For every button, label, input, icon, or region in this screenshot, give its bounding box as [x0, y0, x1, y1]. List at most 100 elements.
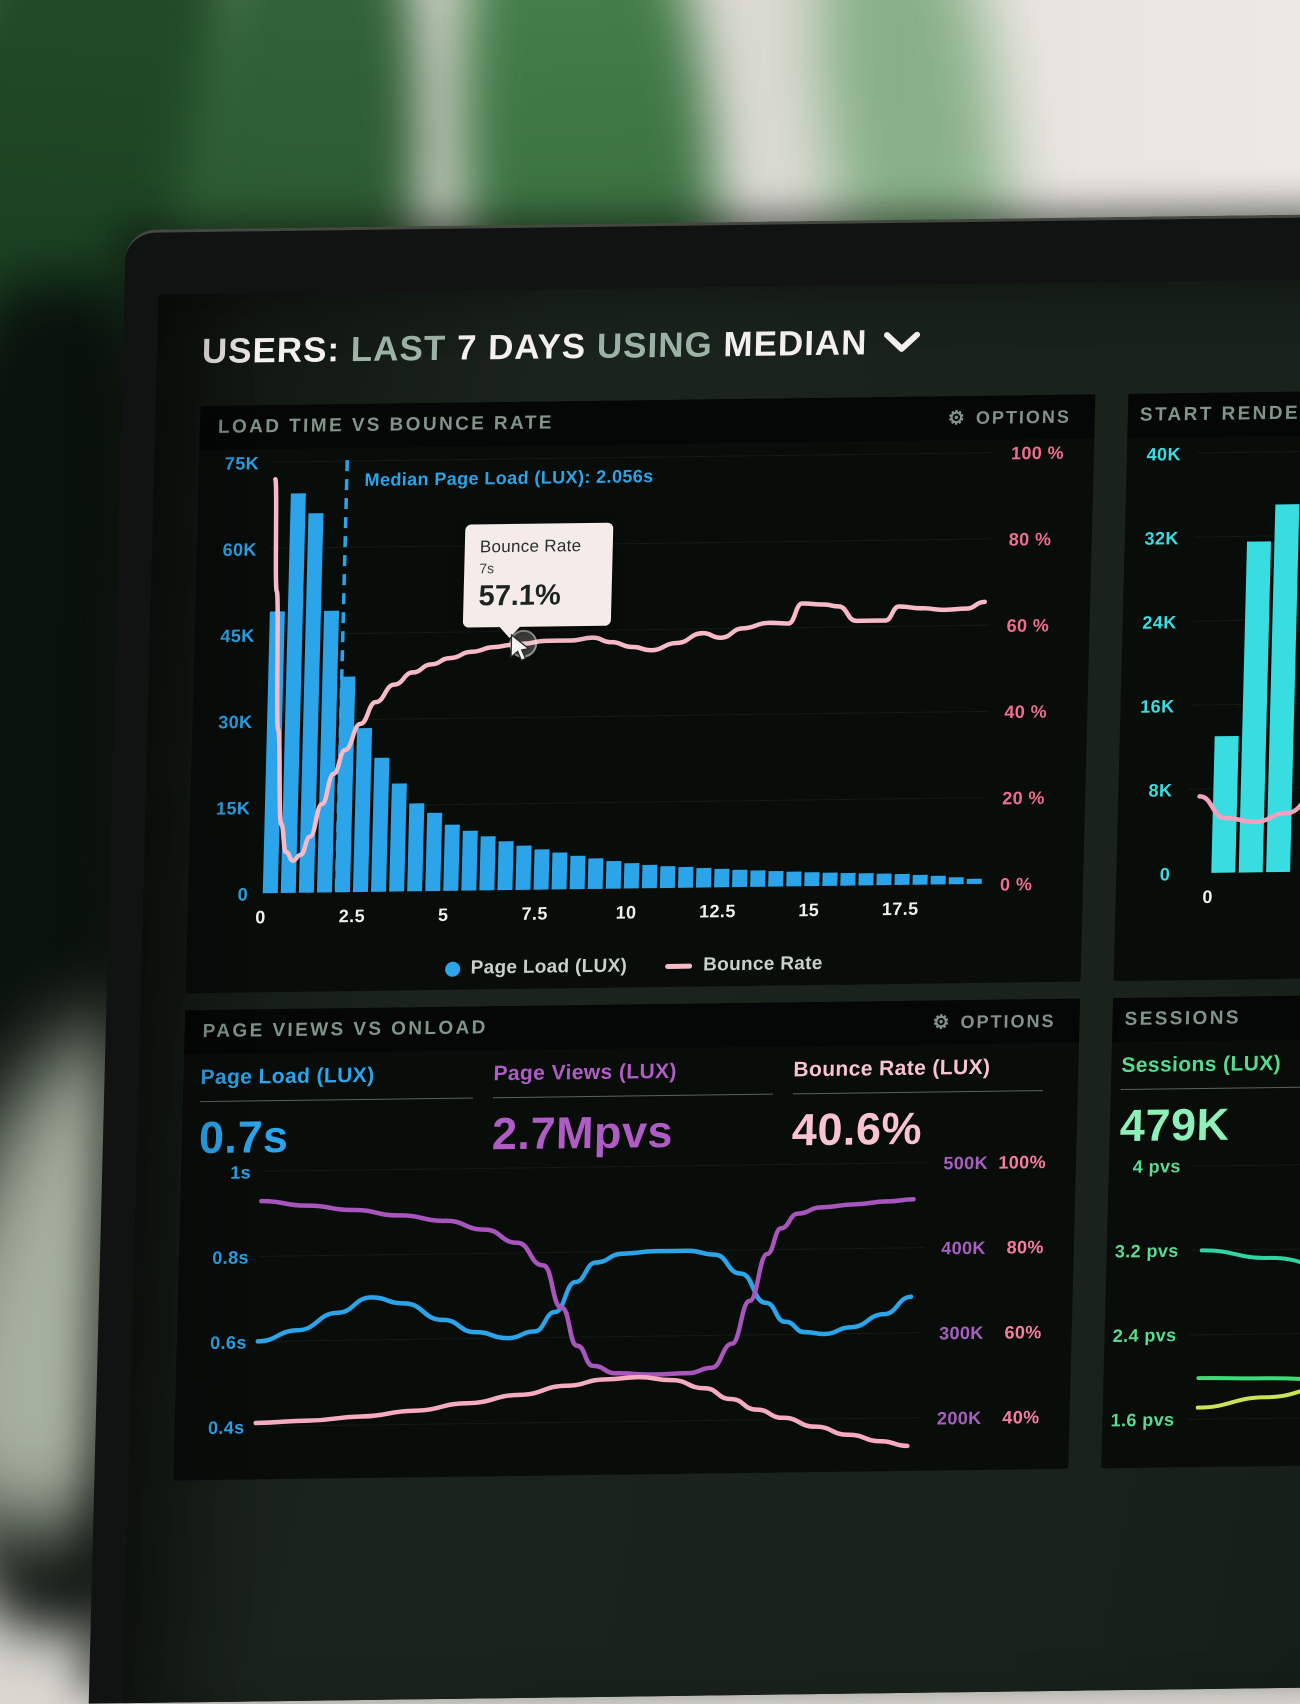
- median-page-load-label: Median Page Load (LUX): 2.056s: [364, 466, 654, 490]
- histogram-bar[interactable]: [714, 868, 730, 888]
- histogram-bar[interactable]: [316, 610, 340, 893]
- histogram-bar[interactable]: [768, 870, 784, 887]
- histogram-bar[interactable]: [551, 852, 568, 890]
- gridline: [1191, 1245, 1300, 1252]
- axis-tick-label: 80%: [1006, 1237, 1044, 1257]
- histogram-bar[interactable]: [298, 513, 324, 893]
- legend-swatch-dot: [444, 961, 460, 977]
- histogram-bar[interactable]: [515, 845, 532, 890]
- histogram-bar[interactable]: [677, 866, 694, 888]
- axis-tick-label: 40K: [1146, 444, 1181, 464]
- histogram-bar[interactable]: [840, 872, 856, 886]
- sessions-rising-line[interactable]: [1195, 1383, 1300, 1410]
- histogram-bar[interactable]: [605, 860, 622, 889]
- histogram-bar[interactable]: [948, 877, 964, 885]
- sessions-declining-line[interactable]: [1199, 1248, 1300, 1270]
- page-load-seconds-line[interactable]: [255, 1248, 914, 1344]
- axis-tick-label: 100 %: [1011, 443, 1065, 464]
- page-load-bars[interactable]: [262, 484, 992, 894]
- legend-item[interactable]: Page Load (LUX): [444, 955, 627, 979]
- load-time-chart-area[interactable]: 75K 100 % 60K 80 % 45K 60 % 30K 40 % 15K 20 % 0 0 %…: [187, 438, 1095, 950]
- histogram-bar[interactable]: [822, 872, 838, 886]
- axis-tick-label: 30K: [218, 712, 253, 732]
- gridline: [272, 452, 995, 463]
- chevron-down-icon[interactable]: [883, 331, 920, 354]
- legend-label: Page Load (LUX): [470, 955, 628, 979]
- start-render-bars[interactable]: [1211, 504, 1300, 873]
- gridline: [1194, 531, 1300, 538]
- histogram-bar[interactable]: [641, 864, 658, 889]
- histogram-bar[interactable]: [352, 728, 373, 893]
- panel-title: START RENDER: [1139, 402, 1300, 426]
- histogram-bar[interactable]: [750, 870, 766, 887]
- load-time-vs-bounce-rate-chart[interactable]: 75K 100 % 60K 80 % 45K 60 % 30K 40 % 15K 20 % 0 0 %…: [187, 438, 1095, 950]
- axis-tick-label: 0.4s: [208, 1418, 245, 1438]
- page-views-thousands-line[interactable]: [257, 1193, 916, 1380]
- histogram-bar[interactable]: [587, 858, 604, 890]
- histogram-bar[interactable]: [804, 872, 820, 887]
- legend-label: Bounce Rate: [702, 952, 823, 976]
- options-button[interactable]: ⚙ OPTIONS: [942, 405, 1078, 430]
- histogram-bar[interactable]: [876, 873, 892, 886]
- gridline: [269, 538, 992, 549]
- histogram-bar[interactable]: [966, 878, 982, 885]
- histogram-bar[interactable]: [912, 874, 928, 885]
- panel-header: START RENDER: [1127, 387, 1300, 438]
- bounce-rate-tooltip: Bounce Rate 7s 57.1%: [462, 522, 614, 639]
- histogram-bar[interactable]: [659, 866, 676, 889]
- histogram-bar[interactable]: [407, 803, 425, 892]
- histogram-bar[interactable]: [569, 855, 586, 890]
- axis-tick-label: 7.5: [521, 904, 548, 924]
- page-title-segment: LAST: [339, 328, 447, 370]
- axis-tick-label: 1s: [230, 1162, 251, 1182]
- page-views-vs-onload-chart[interactable]: 1s 500K 100% 0.8s 400K 80% 0.6s 300K 60% 0.4s 200K…: [173, 1151, 1076, 1481]
- histogram-bar[interactable]: [623, 863, 640, 889]
- histogram-bar[interactable]: [443, 824, 460, 891]
- histogram-bar[interactable]: [1238, 541, 1272, 873]
- gridline: [1187, 1413, 1300, 1420]
- options-button[interactable]: ⚙ OPTIONS: [926, 1009, 1062, 1034]
- histogram-bar[interactable]: [371, 757, 390, 892]
- histogram-bar[interactable]: [858, 873, 874, 886]
- axis-tick-label: 45K: [220, 626, 255, 646]
- legend-item[interactable]: Bounce Rate: [665, 953, 823, 977]
- axis-tick-label: 17.5: [882, 899, 919, 919]
- chart-legend: Page Load (LUX) Bounce Rate: [186, 950, 1081, 984]
- histogram-bar[interactable]: [1211, 735, 1239, 873]
- metric-divider: [792, 1090, 1043, 1095]
- bounce-rate-percent-line[interactable]: [253, 1374, 910, 1455]
- histogram-bar[interactable]: [894, 873, 910, 885]
- start-render-chart-area[interactable]: 40K 32K 24K 16K 8K 0 0: [1115, 431, 1300, 938]
- histogram-bar[interactable]: [695, 867, 712, 888]
- histogram-bar[interactable]: [786, 871, 802, 887]
- axis-tick-label: 75K: [225, 453, 260, 473]
- page-title[interactable]: USERS: LAST 7 DAYS USING MEDIAN: [201, 323, 920, 372]
- start-render-chart[interactable]: 40K 32K 24K 16K 8K 0 0: [1115, 431, 1300, 938]
- histogram-bar[interactable]: [461, 830, 478, 891]
- axis-tick-label: 60 %: [1006, 615, 1049, 636]
- histogram-bar[interactable]: [497, 841, 514, 891]
- sessions-flat-line[interactable]: [1196, 1376, 1300, 1382]
- sessions-chart-area[interactable]: 4 pvs 3.2 pvs 2.4 pvs 1.6 pvs: [1101, 1144, 1300, 1469]
- histogram-bar[interactable]: [1266, 504, 1300, 873]
- axis-tick-label: 0: [237, 884, 248, 904]
- axis-tick-label: 10: [615, 902, 636, 922]
- histogram-bar[interactable]: [479, 836, 496, 891]
- page-title-segment: MEDIAN: [712, 323, 868, 365]
- histogram-bar[interactable]: [533, 849, 550, 890]
- start-render-line[interactable]: [1197, 731, 1300, 825]
- histogram-bar[interactable]: [930, 875, 946, 885]
- page-title-segment: USERS:: [201, 330, 341, 372]
- bounce-rate-line[interactable]: [266, 470, 988, 863]
- histogram-bar[interactable]: [732, 869, 748, 888]
- sessions-chart[interactable]: 4 pvs 3.2 pvs 2.4 pvs 1.6 pvs: [1101, 1144, 1300, 1469]
- histogram-bar[interactable]: [280, 493, 306, 894]
- gear-icon: ⚙: [932, 1011, 952, 1034]
- page-views-chart-area[interactable]: 1s 500K 100% 0.8s 400K 80% 0.6s 300K 60% 0.4s 200K…: [173, 1151, 1076, 1481]
- histogram-bar[interactable]: [425, 812, 443, 892]
- tooltip-title: Bounce Rate: [479, 536, 582, 557]
- metric-divider: [492, 1093, 773, 1099]
- histogram-bar[interactable]: [389, 783, 407, 892]
- legend-swatch-dash: [665, 963, 693, 969]
- page-title-segment: USING: [585, 325, 714, 366]
